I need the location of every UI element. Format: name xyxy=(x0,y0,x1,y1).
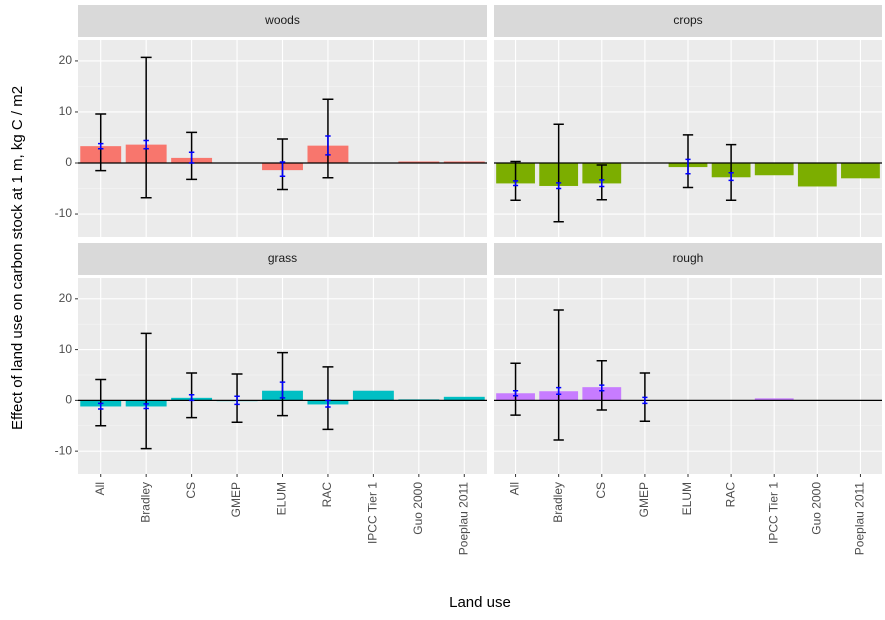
y-tick-label: -10 xyxy=(55,443,73,457)
y-tick-label: 10 xyxy=(59,342,73,356)
bar xyxy=(754,162,794,176)
x-axis-label: Land use xyxy=(449,594,511,611)
ci-bar xyxy=(325,135,331,156)
ci-bar xyxy=(642,396,648,405)
ci-bar xyxy=(599,384,605,392)
x-tick-label: ELUM xyxy=(275,482,289,515)
y-tick-label: 20 xyxy=(59,291,73,305)
bar xyxy=(797,162,837,187)
ci-bar xyxy=(97,142,104,150)
ci-bar xyxy=(512,180,519,187)
x-tick-label: IPCC Tier 1 xyxy=(766,482,780,544)
x-tick-label: ELUM xyxy=(680,482,694,515)
error-bar xyxy=(553,309,564,441)
x-tick-label: RAC xyxy=(723,482,737,508)
strip xyxy=(78,5,487,37)
error-bar xyxy=(140,332,152,450)
y-tick-label: 20 xyxy=(59,53,73,67)
error-bar xyxy=(95,113,107,172)
ci-bar xyxy=(728,171,734,182)
strip xyxy=(78,243,487,275)
facet-title: rough xyxy=(673,251,704,265)
ci-bar xyxy=(556,386,562,396)
bar xyxy=(352,390,394,401)
error-bar xyxy=(553,123,564,223)
x-tick-label: Bradley xyxy=(138,482,152,523)
ci-bar xyxy=(599,179,605,188)
x-tick-label: Poeplau 2011 xyxy=(853,482,867,556)
facet-title: crops xyxy=(673,13,702,27)
x-tick-label: CS xyxy=(184,482,198,499)
x-tick-label: Guo 2000 xyxy=(411,482,425,535)
error-bar xyxy=(510,362,521,416)
bar xyxy=(754,398,794,401)
x-tick-label: GMEP xyxy=(637,482,651,517)
x-tick-label: Bradley xyxy=(551,482,565,523)
ci-bar xyxy=(143,403,149,410)
error-bar xyxy=(322,366,334,431)
error-bar xyxy=(95,378,107,427)
ci-bar xyxy=(325,399,331,408)
bar xyxy=(398,161,440,163)
ci-bar xyxy=(97,402,104,410)
x-tick-label: All xyxy=(508,482,522,495)
x-tick-label: Poeplau 2011 xyxy=(456,482,470,556)
y-tick-label: -10 xyxy=(55,206,73,220)
x-tick-label: GMEP xyxy=(229,482,243,517)
bar xyxy=(443,396,485,401)
facet-title: woods xyxy=(264,13,300,27)
ci-bar xyxy=(279,381,286,399)
bar xyxy=(841,162,880,179)
strip xyxy=(494,5,882,37)
bar xyxy=(443,161,485,163)
x-tick-label: All xyxy=(93,482,107,495)
ci-bar xyxy=(685,158,691,175)
strip xyxy=(494,243,882,275)
y-tick-label: 0 xyxy=(65,155,72,169)
error-bar xyxy=(140,56,152,199)
ci-bar xyxy=(512,389,519,397)
x-tick-label: IPCC Tier 1 xyxy=(366,482,380,544)
ci-bar xyxy=(279,161,286,178)
ci-bar xyxy=(234,395,240,406)
y-tick-label: 10 xyxy=(59,104,73,118)
facet-title: grass xyxy=(268,251,297,265)
x-tick-label: CS xyxy=(594,482,608,499)
ci-bar xyxy=(188,151,195,164)
ci-bar xyxy=(188,394,195,402)
x-tick-label: RAC xyxy=(320,482,334,508)
ci-bar xyxy=(556,182,562,190)
x-tick-label: Guo 2000 xyxy=(810,482,824,535)
ci-bar xyxy=(143,139,149,150)
y-tick-label: 0 xyxy=(65,393,72,407)
y-axis-label: Effect of land use on carbon stock at 1 … xyxy=(9,86,26,430)
